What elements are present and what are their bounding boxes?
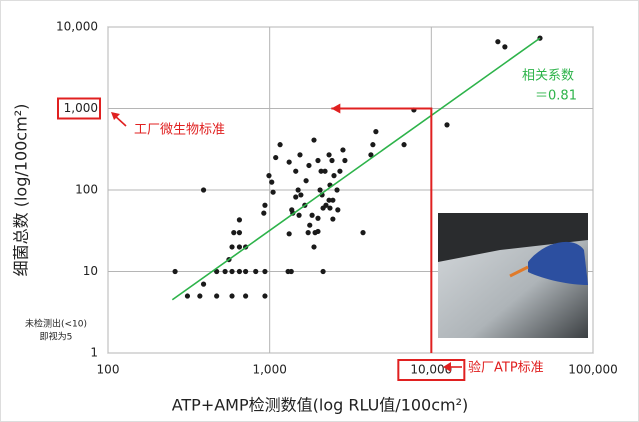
point xyxy=(342,158,347,163)
point xyxy=(293,194,298,199)
point xyxy=(306,163,311,168)
point xyxy=(269,180,274,185)
point xyxy=(370,142,375,147)
correlation-value: ＝0.81 xyxy=(535,89,577,104)
point xyxy=(315,229,320,234)
note: 即视为5 xyxy=(40,331,73,343)
point xyxy=(311,137,316,142)
point xyxy=(237,269,242,274)
point xyxy=(335,207,340,212)
point xyxy=(334,187,339,192)
y-tick-label: 10 xyxy=(83,264,98,278)
point xyxy=(287,231,292,236)
point xyxy=(243,293,248,298)
point xyxy=(307,223,312,228)
x-tick-label: 100 xyxy=(97,363,120,377)
point xyxy=(253,269,258,274)
page: {"chart_data": {"type": "scatter", "x_la… xyxy=(0,0,639,422)
point xyxy=(289,269,294,274)
point xyxy=(214,293,219,298)
atp-standard-line xyxy=(331,109,431,354)
point xyxy=(309,213,314,218)
point xyxy=(287,159,292,164)
point xyxy=(401,142,406,147)
point xyxy=(201,282,206,287)
y-tick-label: 10,000 xyxy=(56,20,98,34)
point xyxy=(185,293,190,298)
point xyxy=(201,187,206,192)
y-tick-label: 100 xyxy=(75,183,98,197)
point xyxy=(323,203,328,208)
point xyxy=(502,44,507,49)
x-tick-label: 100,000 xyxy=(568,363,618,377)
point xyxy=(229,244,234,249)
point xyxy=(237,217,242,222)
point xyxy=(266,173,271,178)
point xyxy=(231,230,236,235)
point xyxy=(329,158,334,163)
x-tick-label: 10,000 xyxy=(410,363,452,377)
point xyxy=(444,122,449,127)
point xyxy=(262,203,267,208)
point xyxy=(331,173,336,178)
point xyxy=(337,169,342,174)
point xyxy=(495,39,500,44)
point xyxy=(270,190,275,195)
point xyxy=(243,269,248,274)
point xyxy=(297,152,302,157)
point xyxy=(197,293,202,298)
note: 未检测出(<10) xyxy=(25,318,87,330)
point xyxy=(229,293,234,298)
y-tick-label: 1 xyxy=(90,346,98,360)
correlation-label: 相关系数 xyxy=(522,69,574,84)
chart: ATP+AMP检测数值(log RLU值/100cm²) 细菌总数 (log/1… xyxy=(0,0,639,422)
x-axis-label: ATP+AMP检测数值(log RLU值/100cm²) xyxy=(172,396,469,415)
photo xyxy=(438,213,588,338)
microbe-standard-label: 工厂微生物标准 xyxy=(134,123,225,138)
point xyxy=(237,244,242,249)
point xyxy=(172,269,177,274)
atp-standard-label: 验厂ATP标准 xyxy=(468,360,544,376)
point xyxy=(330,216,335,221)
point xyxy=(306,230,311,235)
point xyxy=(360,230,365,235)
point xyxy=(277,142,282,147)
point xyxy=(293,169,298,174)
point xyxy=(315,216,320,221)
point xyxy=(262,269,267,274)
point xyxy=(340,147,345,152)
y-tick-label: 1,000 xyxy=(64,101,98,115)
point xyxy=(222,269,227,274)
x-tick-label: 1,000 xyxy=(252,363,286,377)
point xyxy=(237,230,242,235)
point xyxy=(261,211,266,216)
y-axis-label: 细菌总数 (log/100cm²) xyxy=(12,104,31,277)
point xyxy=(320,269,325,274)
point xyxy=(273,155,278,160)
point xyxy=(296,187,301,192)
point xyxy=(296,213,301,218)
point xyxy=(262,293,267,298)
point xyxy=(330,198,335,203)
point xyxy=(303,178,308,183)
point xyxy=(322,169,327,174)
point xyxy=(298,192,303,197)
point xyxy=(229,269,234,274)
point xyxy=(315,158,320,163)
point xyxy=(326,152,331,157)
point xyxy=(317,187,322,192)
point xyxy=(311,244,316,249)
point xyxy=(373,129,378,134)
arrow-head xyxy=(331,104,340,114)
